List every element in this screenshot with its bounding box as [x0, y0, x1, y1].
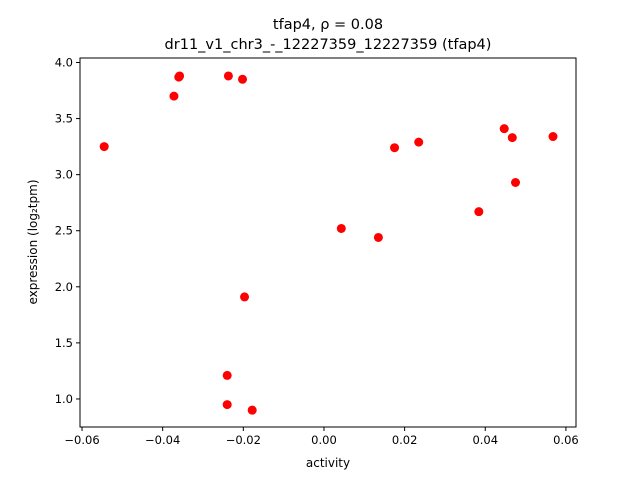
chart-title-line1: tfap4, ρ = 0.08: [273, 17, 383, 33]
data-point-15: [499, 124, 509, 134]
x-axis-label: activity: [306, 456, 350, 470]
data-point-7: [222, 370, 232, 380]
y-tick-label: 4.0: [55, 55, 73, 69]
data-point-1: [169, 91, 179, 101]
x-tick-label: −0.06: [64, 433, 99, 447]
x-tick-label: 0.04: [472, 433, 498, 447]
x-tick-label: 0.00: [311, 433, 337, 447]
x-tick-label: −0.02: [226, 433, 261, 447]
x-tick-label: −0.04: [145, 433, 180, 447]
y-tick-label: 1.5: [55, 336, 73, 350]
data-point-17: [511, 178, 521, 187]
data-point-10: [336, 223, 346, 233]
y-tick-label: 3.5: [55, 112, 73, 126]
data-point-3: [175, 71, 185, 81]
data-point-14: [474, 207, 484, 217]
points-layer: [99, 71, 558, 415]
plot-frame: [79, 57, 577, 428]
data-point-16: [507, 133, 517, 143]
x-tick-label: 0.06: [553, 433, 579, 447]
data-point-5: [238, 74, 248, 84]
data-point-4: [223, 71, 233, 81]
plot-area: [80, 58, 576, 427]
data-point-8: [222, 400, 232, 410]
data-point-18: [548, 132, 558, 142]
data-point-6: [240, 292, 250, 302]
chart-title-line2: dr11_v1_chr3_-_12227359_12227359 (tfap4): [165, 37, 492, 53]
y-tick-label: 2.5: [55, 224, 73, 238]
y-tick-label: 1.0: [55, 392, 73, 406]
y-tick-label: 3.0: [55, 168, 73, 182]
x-axis-ticks: −0.06 −0.04 −0.02 0.00 0.02 0.04 0.06: [64, 427, 579, 447]
data-point-12: [390, 143, 400, 153]
y-axis-ticks: 1.0 1.5 2.0 2.5 3.0 3.5 4.0: [55, 55, 80, 406]
data-point-0: [99, 142, 109, 152]
y-tick-label: 2.0: [55, 280, 73, 294]
y-axis-label: expression (log₂tpm): [26, 179, 40, 304]
data-point-11: [373, 232, 383, 242]
data-point-9: [247, 405, 257, 415]
x-tick-label: 0.02: [392, 433, 418, 447]
data-point-13: [414, 137, 424, 147]
